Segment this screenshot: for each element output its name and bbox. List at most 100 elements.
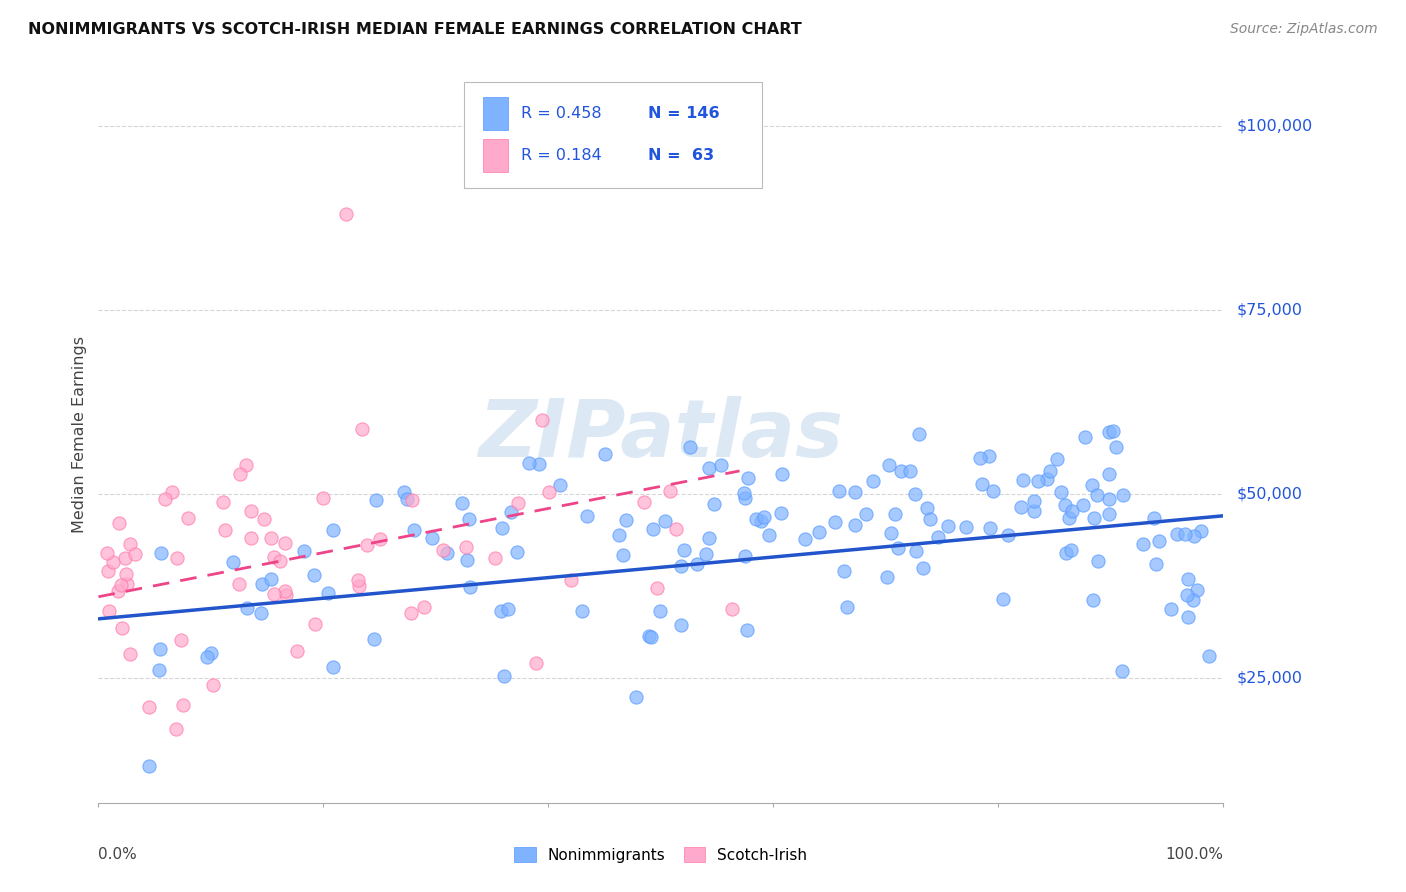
Point bbox=[955, 520, 977, 534]
Point bbox=[993, 592, 1015, 607]
Point bbox=[659, 483, 682, 498]
Point bbox=[824, 515, 846, 529]
Point bbox=[1098, 507, 1121, 521]
Point bbox=[491, 604, 513, 618]
Point bbox=[1039, 464, 1062, 478]
Point bbox=[432, 543, 454, 558]
Point bbox=[148, 663, 170, 677]
Point bbox=[531, 412, 554, 426]
Point bbox=[612, 548, 634, 562]
Point bbox=[322, 523, 344, 537]
Point bbox=[828, 483, 851, 498]
Point bbox=[396, 492, 419, 507]
Point bbox=[484, 551, 506, 566]
Point bbox=[138, 759, 160, 773]
Point bbox=[1175, 588, 1198, 602]
Text: $25,000: $25,000 bbox=[1237, 670, 1303, 685]
Point bbox=[1097, 467, 1119, 481]
Point bbox=[451, 496, 474, 510]
Point bbox=[347, 579, 370, 593]
FancyBboxPatch shape bbox=[484, 138, 508, 172]
Point bbox=[654, 514, 676, 528]
Point bbox=[350, 422, 373, 436]
Point bbox=[1189, 524, 1212, 538]
Point bbox=[149, 641, 172, 656]
Point bbox=[103, 556, 125, 570]
Point bbox=[862, 474, 884, 488]
Point bbox=[496, 602, 519, 616]
Point bbox=[322, 660, 344, 674]
Text: NONIMMIGRANTS VS SCOTCH-IRISH MEDIAN FEMALE EARNINGS CORRELATION CHART: NONIMMIGRANTS VS SCOTCH-IRISH MEDIAN FEM… bbox=[28, 22, 801, 37]
Point bbox=[1083, 511, 1105, 525]
Point bbox=[347, 573, 370, 587]
Point bbox=[110, 578, 132, 592]
Text: $100,000: $100,000 bbox=[1237, 119, 1313, 133]
Point bbox=[537, 485, 560, 500]
Point bbox=[501, 505, 523, 519]
Text: N =  63: N = 63 bbox=[648, 148, 714, 162]
Point bbox=[908, 426, 931, 441]
Point bbox=[304, 617, 326, 632]
Point bbox=[679, 440, 702, 454]
Point bbox=[150, 546, 173, 560]
Point bbox=[1010, 500, 1032, 514]
Point bbox=[1050, 484, 1073, 499]
Point bbox=[259, 572, 281, 586]
Point bbox=[97, 604, 120, 618]
Legend: Nonimmigrants, Scotch-Irish: Nonimmigrants, Scotch-Irish bbox=[508, 840, 814, 869]
Point bbox=[837, 599, 859, 614]
Point bbox=[880, 525, 903, 540]
Point bbox=[160, 484, 183, 499]
Point bbox=[285, 643, 308, 657]
Point bbox=[420, 531, 443, 545]
Point bbox=[138, 700, 160, 714]
Point bbox=[200, 646, 222, 660]
Point bbox=[1149, 534, 1171, 549]
Point bbox=[402, 524, 425, 538]
Point bbox=[1143, 511, 1166, 525]
Point bbox=[166, 550, 188, 565]
Point bbox=[593, 448, 616, 462]
Point bbox=[1177, 573, 1199, 587]
Point bbox=[491, 521, 513, 535]
Text: $75,000: $75,000 bbox=[1237, 302, 1303, 318]
Point bbox=[458, 511, 481, 525]
Point bbox=[177, 511, 200, 525]
Point bbox=[412, 599, 434, 614]
Text: N = 146: N = 146 bbox=[648, 106, 720, 120]
Point bbox=[274, 536, 297, 550]
Point bbox=[436, 546, 458, 560]
Point bbox=[876, 569, 898, 583]
Point bbox=[172, 698, 194, 712]
Point bbox=[1174, 527, 1197, 541]
Point bbox=[1182, 529, 1205, 543]
Point bbox=[153, 491, 176, 506]
Point bbox=[1101, 424, 1123, 438]
Point bbox=[735, 624, 758, 638]
Point bbox=[915, 501, 938, 516]
Point bbox=[250, 606, 273, 620]
Point bbox=[981, 484, 1004, 499]
Point bbox=[96, 546, 118, 560]
Point bbox=[650, 604, 672, 618]
Point bbox=[734, 491, 756, 506]
Point bbox=[1144, 557, 1167, 571]
Point bbox=[524, 656, 547, 670]
Point bbox=[1111, 665, 1133, 679]
Point bbox=[624, 690, 647, 705]
Point bbox=[274, 588, 297, 602]
Point bbox=[548, 478, 571, 492]
Point bbox=[456, 553, 478, 567]
Point bbox=[214, 523, 236, 537]
Point bbox=[900, 464, 922, 478]
Point bbox=[494, 669, 516, 683]
Point bbox=[304, 568, 326, 582]
Point bbox=[519, 456, 541, 470]
Point bbox=[745, 512, 768, 526]
Point bbox=[927, 530, 949, 544]
Point bbox=[529, 457, 551, 471]
Point bbox=[640, 630, 662, 644]
Point bbox=[201, 678, 224, 692]
Point bbox=[703, 497, 725, 511]
Point bbox=[912, 561, 935, 575]
